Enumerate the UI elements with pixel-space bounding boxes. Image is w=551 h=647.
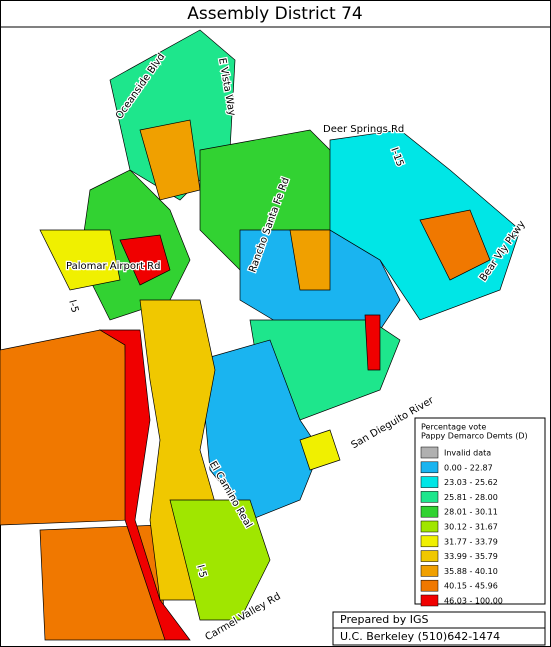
legend-label: 40.15 - 45.96: [444, 582, 498, 591]
legend-swatch: [420, 476, 439, 488]
legend-label: 0.00 - 22.87: [444, 463, 493, 472]
legend-label: 31.77 - 33.79: [444, 537, 498, 546]
legend-swatch: [420, 491, 439, 503]
road-label: I-5: [66, 299, 80, 314]
legend-label: 23.03 - 25.62: [444, 478, 498, 487]
legend-swatch: [420, 550, 439, 562]
legend-swatch: [420, 594, 439, 607]
road-label: I-5: [194, 564, 208, 579]
legend-title: Pappy Demarco Demts (D): [421, 432, 528, 441]
legend-label: 28.01 - 30.11: [444, 508, 498, 517]
footer: Prepared by IGS U.C. Berkeley (510)642-1…: [332, 611, 546, 646]
legend-label: 30.12 - 31.67: [444, 523, 498, 532]
legend-title: Percentage vote: [421, 423, 486, 432]
legend-label: Invalid data: [444, 449, 491, 458]
district-map: [0, 29, 521, 641]
road-label: Palomar Airport Rd: [66, 261, 160, 272]
legend-label: 33.99 - 35.79: [444, 552, 498, 561]
map-title: Assembly District 74: [187, 4, 362, 24]
legend-swatch: [420, 505, 439, 518]
legend-label: 25.81 - 28.00: [444, 493, 498, 502]
legend-swatch: [420, 461, 439, 474]
legend-swatch: [420, 565, 439, 577]
footer-text: U.C. Berkeley (510)642-1474: [340, 630, 500, 643]
legend-swatch: [420, 446, 439, 459]
legend-swatch: [420, 520, 439, 533]
legend-label: 35.88 - 40.10: [444, 567, 498, 576]
legend-swatch: [420, 535, 439, 548]
road-label: Deer Springs Rd: [323, 124, 404, 135]
legend-label: 46.03 - 100.00: [444, 597, 503, 606]
footer-text: Prepared by IGS: [340, 613, 428, 626]
legend-swatch: [420, 579, 439, 592]
legend: Percentage vote Pappy Demarco Demts (D) …: [414, 417, 546, 607]
